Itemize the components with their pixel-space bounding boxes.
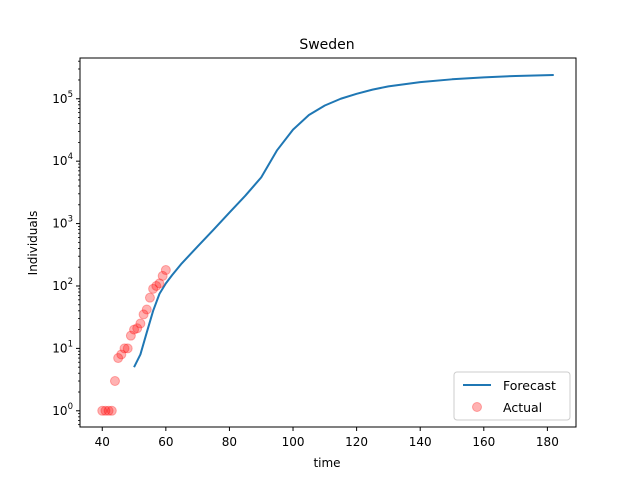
y-tick-label: 105 [52,90,73,106]
actual-point [132,323,143,334]
actual-point [141,304,152,315]
y-tick-label: 102 [52,277,73,293]
y-tick-label: 104 [52,152,73,168]
chart-title: Sweden [299,37,354,53]
actual-point [113,353,124,364]
actual-point [119,343,130,354]
x-tick-label: 80 [222,435,237,449]
y-axis: 100 101 102 103 104 105 [52,60,80,426]
y-tick-label: 100 [52,402,73,418]
y-axis-label: Individuals [26,211,40,276]
x-tick-label: 40 [95,435,110,449]
actual-point [125,330,136,341]
y-tick-label: 101 [52,339,73,355]
actual-point [116,349,127,360]
x-tick-label: 60 [158,435,173,449]
y-tick-label: 103 [52,215,73,231]
x-axis: 40 60 80 100 120 140 160 180 [95,427,559,449]
x-tick-label: 140 [409,435,432,449]
actual-point [129,324,140,335]
x-tick-label: 100 [282,435,305,449]
actual-point [160,265,171,276]
actual-point [109,376,120,387]
actual-point [103,405,114,416]
forecast-line [133,74,554,368]
actual-point [122,343,133,354]
actual-point [97,405,108,416]
actual-point [154,278,165,289]
x-tick-label: 120 [345,435,368,449]
x-tick-label: 160 [472,435,495,449]
actual-point [151,280,162,291]
actual-point [135,318,146,329]
legend-actual-swatch [472,402,482,412]
actual-point [100,405,111,416]
actual-point [144,292,155,303]
actual-point [138,309,149,320]
actual-point [106,405,117,416]
legend-actual-label: Actual [503,400,542,415]
legend: Forecast Actual [453,371,571,421]
actual-point [157,270,168,281]
x-tick-label: 180 [536,435,559,449]
x-axis-label: time [313,456,340,470]
actual-point [148,283,159,294]
legend-forecast-label: Forecast [503,378,556,393]
plot-area [97,74,554,416]
